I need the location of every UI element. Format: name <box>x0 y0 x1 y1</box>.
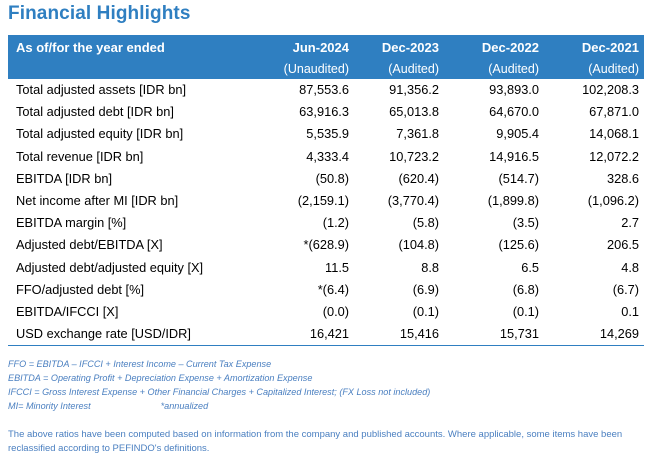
cell-value: 14,068.1 <box>589 126 639 142</box>
cell-value: (3.5) <box>512 215 539 231</box>
page-title: Financial Highlights <box>8 3 191 24</box>
note-ebitda: EBITDA = Operating Profit + Depreciation… <box>8 373 313 383</box>
subheader-dec-2021: (Audited) <box>588 62 639 76</box>
note-ffo: FFO = EBITDA – IFCCI + Interest Income –… <box>8 359 272 369</box>
cell-value: 10,723.2 <box>389 148 439 164</box>
header-dec-2022: Dec-2022 <box>481 39 539 55</box>
row-label: FFO/adjusted debt [%] <box>16 281 145 297</box>
cell-value: 14,269 <box>544 323 644 347</box>
row-label: EBITDA/IFCCI [X] <box>16 303 119 319</box>
row-label: Total revenue [IDR bn] <box>16 148 144 164</box>
table-row: Total revenue [IDR bn] 4,333.4 10,723.2 … <box>8 146 644 168</box>
row-label: Total adjusted debt [IDR bn] <box>16 104 174 120</box>
note-ifcci: IFCCI = Gross Interest Expense + Other F… <box>8 387 431 397</box>
table-row: FFO/adjusted debt [%] *(6.4) (6.9) (6.8)… <box>8 279 644 301</box>
cell-value: 65,013.8 <box>389 104 439 120</box>
cell-value: (1,899.8) <box>487 193 539 209</box>
cell-value: (1,096.2) <box>587 193 639 209</box>
cell-value: 8.8 <box>421 259 439 275</box>
subheader-dec-2022: (Audited) <box>488 62 539 76</box>
cell-value: (620.4) <box>398 170 439 186</box>
cell-value: 67,871.0 <box>589 104 639 120</box>
cell-value: (104.8) <box>398 237 439 253</box>
header-label: As of/for the year ended <box>16 39 165 55</box>
cell-value: 4.8 <box>621 259 639 275</box>
row-label: Total adjusted equity [IDR bn] <box>16 126 184 142</box>
cell-value: 206.5 <box>606 237 639 253</box>
table-row: EBITDA [IDR bn] (50.8) (620.4) (514.7) 3… <box>8 168 644 190</box>
row-label: EBITDA [IDR bn] <box>16 170 113 186</box>
table-row: Adjusted debt/adjusted equity [X] 11.5 8… <box>8 257 644 279</box>
note-mi: MI= Minority Interest <box>8 401 91 411</box>
cell-value: (6.7) <box>612 281 639 297</box>
cell-value: 11.5 <box>325 259 349 275</box>
table-row: EBITDA margin [%] (1.2) (5.8) (3.5) 2.7 <box>8 212 644 234</box>
row-label: Total adjusted assets [IDR bn] <box>16 82 187 98</box>
table-row: USD exchange rate [USD/IDR] 16,421 15,41… <box>8 323 644 347</box>
cell-value: *(628.9) <box>303 237 349 253</box>
cell-value: 64,670.0 <box>489 104 539 120</box>
cell-value: 2.7 <box>621 215 639 231</box>
footer-disclaimer: The above ratios have been computed base… <box>8 429 623 454</box>
cell-value: *(6.4) <box>317 281 349 297</box>
cell-value: 4,333.4 <box>306 148 349 164</box>
cell-value: (125.6) <box>498 237 539 253</box>
cell-value: 0.1 <box>621 303 639 319</box>
row-label: Adjusted debt/adjusted equity [X] <box>16 259 204 275</box>
cell-value: (0.1) <box>412 303 439 319</box>
row-label: Net income after MI [IDR bn] <box>16 193 179 209</box>
header-dec-2023: Dec-2023 <box>381 39 439 55</box>
note-annualized: *annualized <box>160 401 209 411</box>
cell-value: (0.1) <box>512 303 539 319</box>
cell-value: (6.9) <box>412 281 439 297</box>
table-row: EBITDA/IFCCI [X] (0.0) (0.1) (0.1) 0.1 <box>8 301 644 323</box>
subheader-jun-2024: (Unaudited) <box>283 62 349 76</box>
cell-value: (50.8) <box>315 170 349 186</box>
cell-value: 9,905.4 <box>496 126 539 142</box>
cell-value: 328.6 <box>606 170 639 186</box>
row-label: Adjusted debt/EBITDA [X] <box>16 237 163 253</box>
cell-value: (1.2) <box>322 215 349 231</box>
cell-value: 15,731 <box>444 323 544 347</box>
cell-value: 87,553.6 <box>299 82 349 98</box>
cell-value: 91,356.2 <box>389 82 439 98</box>
definitions-notes: FFO = EBITDA – IFCCI + Interest Income –… <box>8 357 430 413</box>
cell-value: (0.0) <box>322 303 349 319</box>
table-row: Net income after MI [IDR bn] (2,159.1) (… <box>8 190 644 212</box>
header-dec-2021: Dec-2021 <box>581 39 639 55</box>
cell-value: 93,893.0 <box>489 82 539 98</box>
cell-value: 102,208.3 <box>582 82 639 98</box>
cell-value: 63,916.3 <box>299 104 349 120</box>
table-row: Total adjusted debt [IDR bn] 63,916.3 65… <box>8 101 644 123</box>
row-label: EBITDA margin [%] <box>16 215 127 231</box>
cell-value: 12,072.2 <box>589 148 639 164</box>
cell-value: 15,416 <box>354 323 444 347</box>
financial-highlights-table: As of/for the year ended Jun-2024 Dec-20… <box>8 35 644 347</box>
table-header-row: As of/for the year ended Jun-2024 Dec-20… <box>8 35 644 59</box>
note-mi-row: MI= Minority Interest *annualized <box>8 399 430 413</box>
cell-value: 6.5 <box>521 259 539 275</box>
cell-value: 14,916.5 <box>489 148 539 164</box>
cell-value: 5,535.9 <box>306 126 349 142</box>
cell-value: (2,159.1) <box>297 193 349 209</box>
cell-value: (5.8) <box>412 215 439 231</box>
table-row: Adjusted debt/EBITDA [X] *(628.9) (104.8… <box>8 234 644 256</box>
row-label: USD exchange rate [USD/IDR] <box>8 323 264 347</box>
cell-value: 7,361.8 <box>396 126 439 142</box>
cell-value: (6.8) <box>512 281 539 297</box>
cell-value: (3,770.4) <box>387 193 439 209</box>
header-jun-2024: Jun-2024 <box>292 39 349 55</box>
table-row: Total adjusted equity [IDR bn] 5,535.9 7… <box>8 123 644 145</box>
table-row: Total adjusted assets [IDR bn] 87,553.6 … <box>8 79 644 101</box>
subheader-label <box>8 59 264 79</box>
table-subheader-row: (Unaudited) (Audited) (Audited) (Audited… <box>8 59 644 79</box>
subheader-dec-2023: (Audited) <box>388 62 439 76</box>
cell-value: (514.7) <box>498 170 539 186</box>
cell-value: 16,421 <box>264 323 354 347</box>
